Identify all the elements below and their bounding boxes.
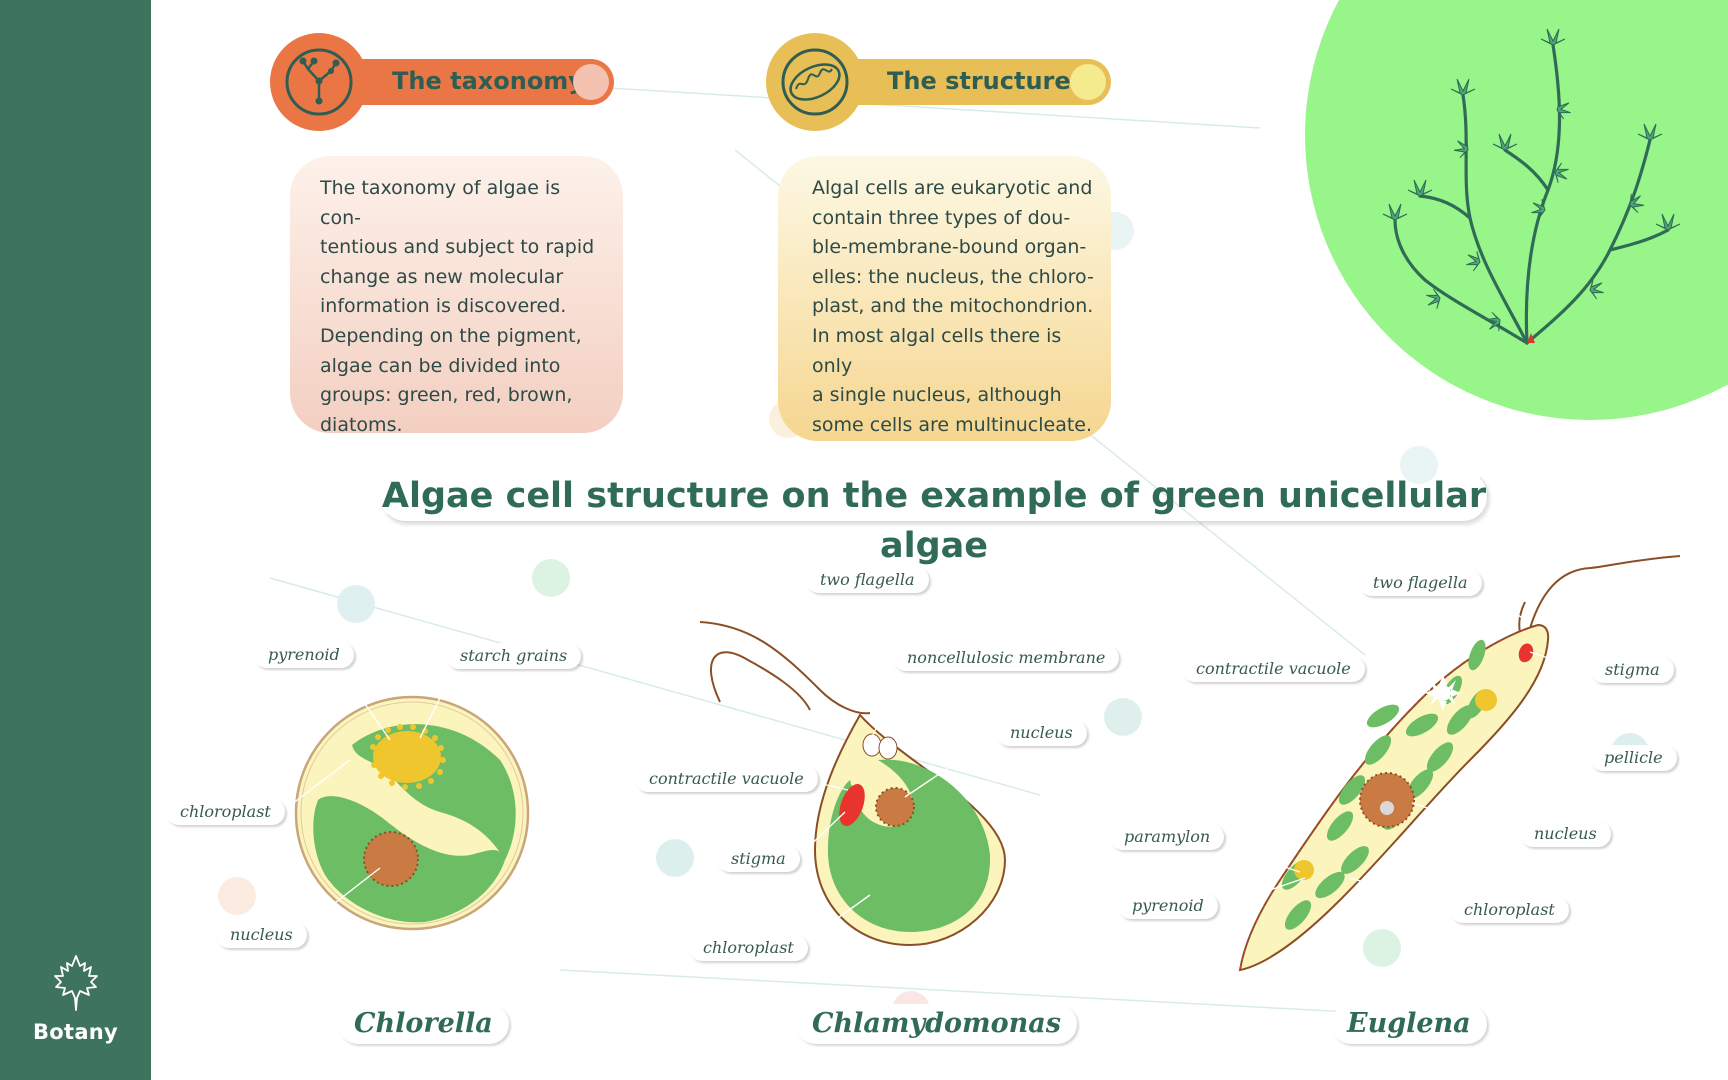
- label-euglena-contractile-vacuole: contractile vacuole: [1182, 656, 1365, 682]
- label-chlorella-nucleus: nucleus: [216, 922, 307, 948]
- taxonomy-line: tentious and subject to rapid: [320, 236, 595, 259]
- euglena-nucleus: [1359, 772, 1415, 828]
- mitochondrion-icon: [781, 48, 849, 116]
- label-chlamydomonas-stigma: stigma: [717, 846, 800, 872]
- chlorella-pointers: [279, 667, 456, 931]
- corner-green-blob: [1305, 0, 1728, 420]
- label-euglena-stigma: stigma: [1591, 657, 1674, 683]
- brand-label: Botany: [32, 1020, 119, 1044]
- structure-line: elles: the nucleus, the chloro-: [812, 265, 1094, 288]
- chlamydomonas-nucleus: [875, 787, 915, 827]
- structure-line: In most algal cells there is only: [812, 324, 1062, 377]
- name-euglena: Euglena: [1331, 1004, 1487, 1044]
- euglena-pointers: [1222, 583, 1591, 911]
- euglena-pyrenoid-lower: [1294, 860, 1314, 880]
- structure-card: Algal cells are eukaryotic and contain t…: [778, 156, 1111, 441]
- euglena-contractile-vacuole: [1425, 675, 1461, 711]
- plant-root-tip: [1527, 333, 1535, 343]
- name-chlorella: Chlorella: [338, 1004, 509, 1044]
- euglena-pyrenoid: [1475, 689, 1497, 711]
- phylogeny-tree-icon: [285, 48, 353, 116]
- sidebar: Botany: [0, 0, 151, 1080]
- structure-heading-text: The structure: [887, 67, 1071, 95]
- chlamydomonas-stigma: [839, 783, 865, 827]
- name-chlamydomonas: Chlamydomonas: [796, 1004, 1077, 1044]
- taxonomy-card: The taxonomy of algae is con- tentious a…: [290, 156, 623, 436]
- label-euglena-nucleus: nucleus: [1520, 821, 1611, 847]
- main-title-text: Algae cell structure on the example of g…: [381, 476, 1487, 566]
- chlorella-pyrenoid: [373, 731, 441, 783]
- chlorella-cell: [294, 695, 530, 931]
- main-title: Algae cell structure on the example of g…: [380, 470, 1488, 566]
- taxonomy-heading-text: The taxonomy: [392, 67, 584, 95]
- label-chlamydomonas-noncellulosic-membrane: noncellulosic membrane: [893, 645, 1120, 671]
- taxonomy-heading-dot: [573, 64, 609, 100]
- label-chlamydomonas-chloroplast: chloroplast: [689, 935, 808, 961]
- structure-line: plast, and the mitochondrion.: [812, 295, 1094, 318]
- structure-line: contain three types of dou-: [812, 206, 1071, 229]
- structure-icon-badge: [766, 33, 864, 131]
- structure-line: ble-membrane-bound organ-: [812, 236, 1087, 259]
- chlorella-starch-grains: [370, 724, 446, 790]
- taxonomy-heading: The taxonomy: [320, 59, 614, 105]
- label-euglena-two-flagella: two flagella: [1359, 570, 1482, 596]
- label-chlamydomonas-nucleus: nucleus: [996, 720, 1087, 746]
- plant-illustration: [1393, 43, 1670, 345]
- taxonomy-line: algae can be divided into: [320, 354, 561, 377]
- label-chlorella-starch-grains: starch grains: [446, 643, 582, 669]
- label-chlamydomonas-two-flagella: two flagella: [806, 567, 929, 593]
- taxonomy-line: groups: green, red, brown,: [320, 384, 573, 407]
- chlamydomonas-cell: [699, 621, 1007, 947]
- structure-heading: The structure: [817, 59, 1111, 105]
- structure-line: a single nucleus, although: [812, 384, 1062, 407]
- label-chlamydomonas-contractile-vacuole: contractile vacuole: [635, 766, 818, 792]
- maple-leaf-icon: [53, 955, 98, 1011]
- taxonomy-line: The taxonomy of algae is con-: [320, 177, 561, 229]
- euglena-cell: [1238, 555, 1681, 972]
- structure-heading-dot: [1070, 64, 1106, 100]
- structure-line: Algal cells are eukaryotic and: [812, 177, 1093, 199]
- taxonomy-icon-badge: [270, 33, 368, 131]
- label-chlorella-pyrenoid: pyrenoid: [254, 642, 354, 668]
- taxonomy-line: diatoms.: [320, 413, 403, 436]
- label-euglena-paramylon: paramylon: [1110, 824, 1225, 850]
- taxonomy-line: information is discovered.: [320, 295, 567, 318]
- euglena-stigma: [1518, 643, 1534, 663]
- label-euglena-pellicle: pellicle: [1590, 745, 1677, 771]
- taxonomy-line: Depending on the pigment,: [320, 324, 582, 347]
- taxonomy-line: change as new molecular: [320, 265, 564, 288]
- plant-leaves: [1382, 28, 1681, 332]
- chlamydomonas-chloroplast: [827, 759, 991, 932]
- chlamydomonas-pointers: [759, 593, 1001, 946]
- structure-line: some cells are multinucleate.: [812, 413, 1093, 436]
- brand: Botany: [0, 954, 151, 1044]
- label-euglena-pyrenoid: pyrenoid: [1118, 893, 1218, 919]
- label-euglena-chloroplast: chloroplast: [1450, 897, 1569, 923]
- chlorella-nucleus: [363, 831, 419, 887]
- label-chlorella-chloroplast: chloroplast: [166, 799, 285, 825]
